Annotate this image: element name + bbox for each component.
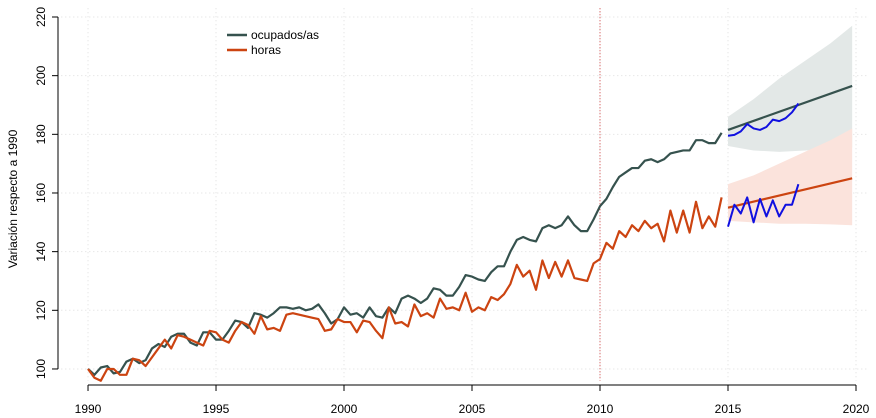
series-line (87, 132, 723, 376)
confidence-band (728, 25, 853, 152)
y-tick-label: 120 (34, 300, 48, 320)
actual-line (727, 183, 800, 227)
y-tick-label: 200 (34, 65, 48, 85)
series-line (87, 197, 723, 382)
x-tick-label: 1990 (75, 402, 102, 416)
x-tick-label: 2000 (331, 402, 358, 416)
y-tick-label: 180 (34, 124, 48, 144)
y-tick-label: 100 (34, 359, 48, 379)
x-tick-label: 2020 (843, 402, 870, 416)
legend-label: horas (251, 43, 281, 57)
forecast-line (727, 84, 853, 131)
y-tick-label: 160 (34, 183, 48, 203)
y-tick-label: 220 (34, 7, 48, 27)
x-tick-label: 2010 (587, 402, 614, 416)
y-tick-label: 140 (34, 241, 48, 261)
actual-line (727, 102, 800, 137)
x-tick-label: 2005 (459, 402, 486, 416)
x-tick-label: 2015 (715, 402, 742, 416)
y-axis-label: Variación respecto a 1990 (6, 129, 20, 268)
x-tick-label: 1995 (203, 402, 230, 416)
legend-label: ocupados/as (251, 28, 319, 42)
